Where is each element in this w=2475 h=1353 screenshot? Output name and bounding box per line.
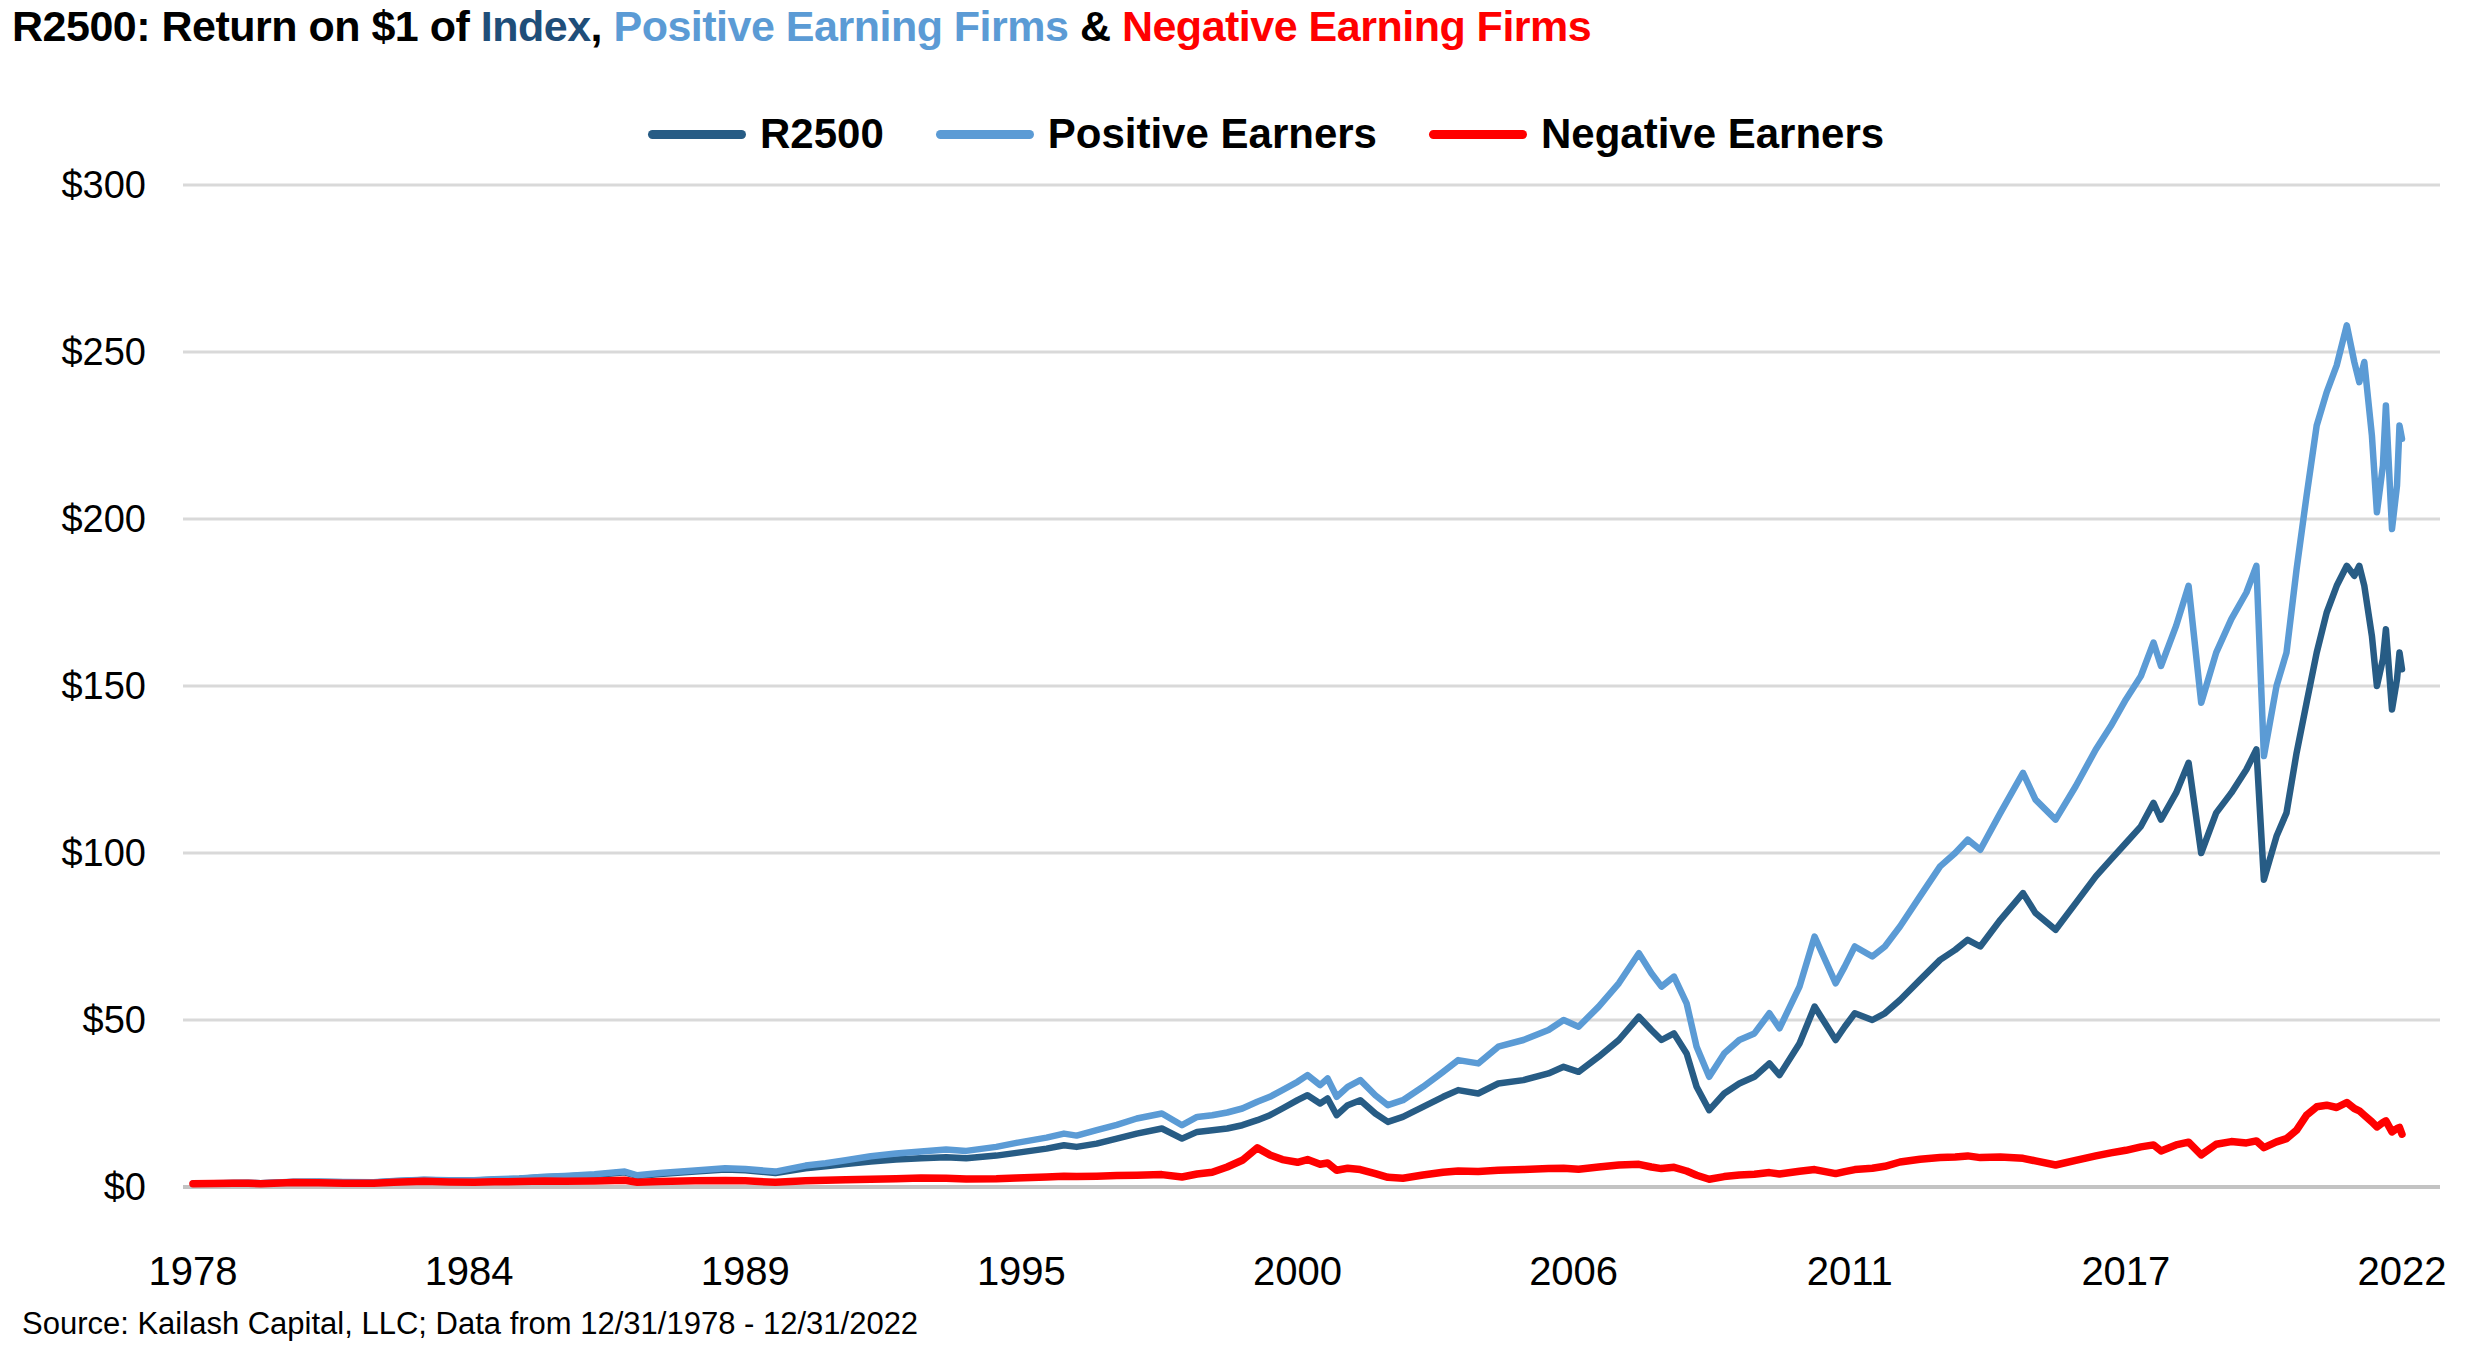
x-tick-label: 2011 [1807,1249,1893,1293]
series-line-positive-earners [193,325,2402,1183]
x-tick-label: 2017 [2081,1249,2170,1293]
series-line-negative-earners [193,1103,2402,1184]
series-line-r2500 [193,566,2402,1184]
y-tick-label: $300 [61,164,146,206]
y-tick-label: $150 [61,665,146,707]
y-tick-label: $250 [61,331,146,373]
y-tick-label: $200 [61,498,146,540]
x-tick-label: 2022 [2358,1249,2447,1293]
x-tick-label: 1989 [701,1249,790,1293]
chart-canvas: $0 $50 $100 $150 $200 $250 $300 1978 1984 1989 199… [0,0,2475,1353]
y-tick-label: $100 [61,832,146,874]
x-tick-label: 2000 [1253,1249,1342,1293]
source-note: Source: Kailash Capital, LLC; Data from … [22,1306,918,1342]
x-tick-label: 1995 [977,1249,1066,1293]
y-tick-label: $0 [104,1166,146,1208]
x-tick-label: 1978 [149,1249,238,1293]
y-tick-label: $50 [83,999,146,1041]
chart-page: { "title": { "part1": "R2500: Return on … [0,0,2475,1353]
x-tick-label: 1984 [425,1249,514,1293]
x-tick-label: 2006 [1529,1249,1618,1293]
